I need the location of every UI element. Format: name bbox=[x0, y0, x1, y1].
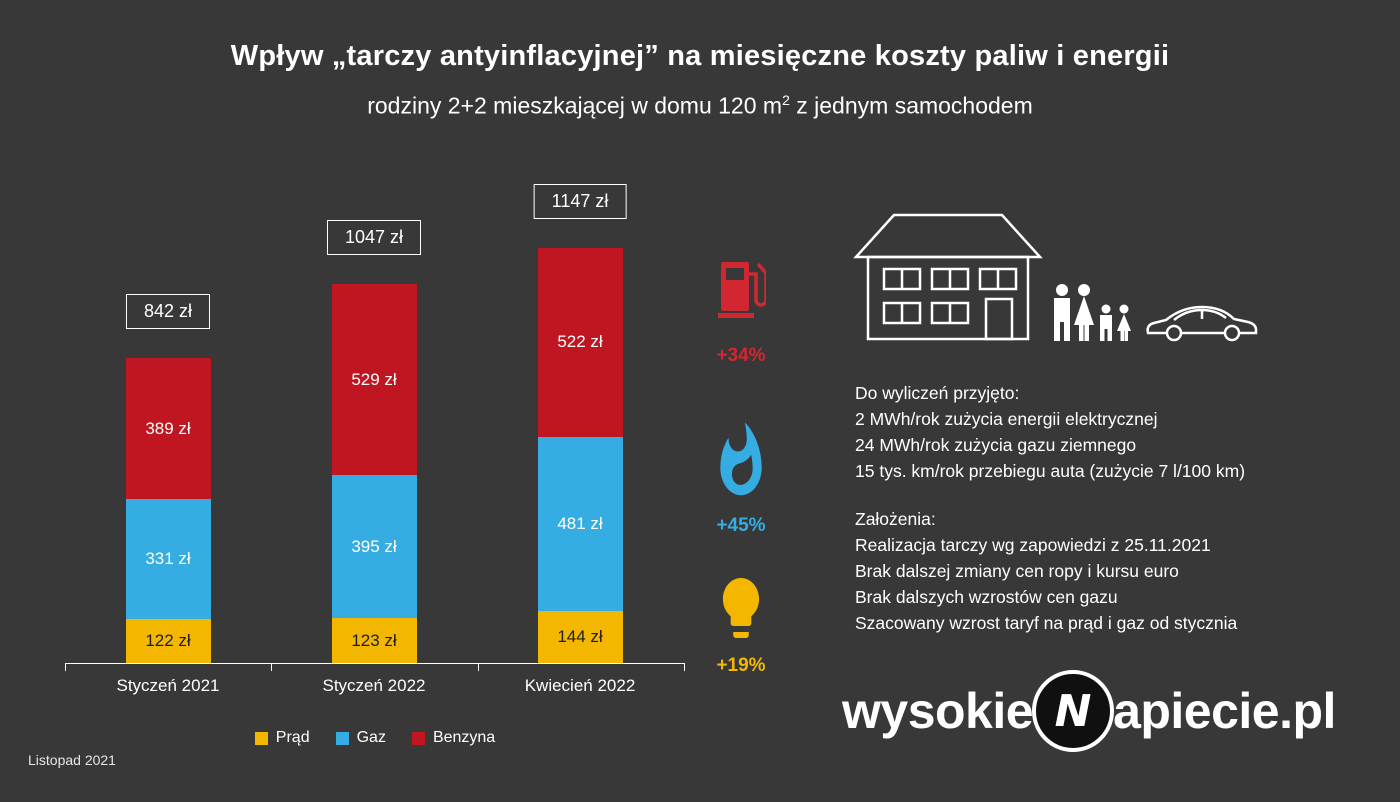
flame-icon bbox=[710, 420, 772, 507]
subtitle-superscript: 2 bbox=[782, 92, 790, 108]
x-axis-category: Kwiecień 2022 bbox=[524, 676, 636, 695]
segment-value-label: 395 zł bbox=[351, 536, 397, 556]
segment-value-label: 389 zł bbox=[145, 418, 191, 438]
assumption-line: Brak dalszej zmiany cen ropy i kursu eur… bbox=[855, 561, 1179, 581]
bar-total-label: 1047 zł bbox=[326, 219, 422, 255]
legend-item-gaz: Gaz bbox=[335, 729, 386, 747]
change-benzyna: +34% bbox=[716, 258, 768, 367]
subtitle-text: rodziny 2+2 mieszkającej w domu 120 m bbox=[367, 92, 783, 119]
assumption-line: 15 tys. km/rok przebiegu auta (zużycie 7… bbox=[855, 461, 1246, 481]
assumption-line: 2 MWh/rok zużycia energii elektrycznej bbox=[855, 409, 1158, 429]
bulb-icon bbox=[710, 572, 772, 649]
bar-total-label: 842 zł bbox=[125, 294, 211, 330]
axis-tick bbox=[65, 663, 66, 671]
subtitle-text-suffix: z jednym samochodem bbox=[789, 92, 1033, 119]
legend-item-benzyna: Benzyna bbox=[411, 729, 496, 747]
assumption-line: Brak dalszych wzrostów cen gazu bbox=[855, 587, 1118, 607]
axis-tick bbox=[478, 663, 479, 671]
legend-label: Prąd bbox=[275, 729, 310, 746]
spacer bbox=[855, 484, 1245, 506]
legend-item-prad: Prąd bbox=[254, 729, 310, 747]
logo-n-icon: N bbox=[1032, 670, 1115, 752]
legend-label: Gaz bbox=[356, 729, 386, 746]
legend-swatch bbox=[411, 731, 425, 745]
x-axis-category: Styczeń 2022 bbox=[322, 676, 426, 695]
bar-segment-benzyna: 389 zł bbox=[125, 358, 211, 499]
x-axis-category: Styczeń 2021 bbox=[116, 676, 220, 695]
segment-value-label: 122 zł bbox=[145, 630, 191, 650]
assumption-line: Założenia: bbox=[855, 509, 936, 529]
logo-text-left: wysokie bbox=[842, 683, 1034, 739]
change-gaz: +45% bbox=[710, 420, 772, 537]
percent-change-prad: +19% bbox=[716, 655, 766, 676]
bar-segment-gaz: 395 zł bbox=[331, 475, 417, 619]
segment-value-label: 522 zł bbox=[557, 332, 603, 352]
chart-legend: Prąd Gaz Benzyna bbox=[65, 729, 685, 747]
percent-change-benzyna: +34% bbox=[716, 345, 766, 366]
assumption-line: Do wyliczeń przyjęto: bbox=[855, 383, 1020, 403]
fuel-pump-icon bbox=[716, 258, 768, 323]
page-subtitle: rodziny 2+2 mieszkającej w domu 120 m2 z… bbox=[0, 92, 1400, 120]
assumption-line: Realizacja tarczy wg zapowiedzi z 25.11.… bbox=[855, 535, 1211, 555]
assumptions-text: Do wyliczeń przyjęto: 2 MWh/rok zużycia … bbox=[855, 380, 1245, 636]
axis-tick bbox=[684, 663, 685, 671]
segment-value-label: 144 zł bbox=[557, 626, 603, 646]
page-title: Wpływ „tarczy antyinflacyjnej” na miesię… bbox=[230, 40, 1170, 72]
x-axis bbox=[65, 663, 685, 664]
bar-total-label: 1147 zł bbox=[533, 183, 627, 219]
segment-value-label: 331 zł bbox=[145, 548, 191, 568]
house-icon bbox=[853, 213, 1043, 341]
percent-change-gaz: +45% bbox=[716, 515, 766, 536]
brand-logo: wysokie N apiecie.pl bbox=[842, 668, 1336, 754]
segment-value-label: 481 zł bbox=[557, 513, 603, 533]
assumption-line: 24 MWh/rok zużycia gazu ziemnego bbox=[855, 435, 1137, 455]
bar-segment-prad: 122 zł bbox=[125, 618, 211, 663]
bar-segment-benzyna: 529 zł bbox=[331, 283, 417, 476]
car-icon bbox=[1146, 305, 1258, 342]
segment-value-label: 123 zł bbox=[351, 630, 397, 650]
footer-date: Listopad 2021 bbox=[28, 752, 116, 768]
bar-segment-prad: 144 zł bbox=[537, 610, 623, 663]
bar-segment-benzyna: 522 zł bbox=[537, 247, 623, 437]
change-prad: +19% bbox=[710, 572, 772, 677]
segment-value-label: 529 zł bbox=[351, 369, 397, 389]
svg-text:N: N bbox=[1055, 686, 1092, 737]
household-illustration bbox=[852, 205, 1272, 347]
axis-tick bbox=[271, 663, 272, 671]
family-icon bbox=[1054, 284, 1131, 341]
logo-text-right: apiecie.pl bbox=[1113, 683, 1336, 739]
assumption-line: Szacowany wzrost taryf na prąd i gaz od … bbox=[855, 613, 1238, 633]
legend-swatch bbox=[335, 731, 349, 745]
legend-swatch bbox=[254, 731, 268, 745]
bar-segment-gaz: 481 zł bbox=[537, 436, 623, 611]
bar-segment-gaz: 331 zł bbox=[125, 499, 211, 619]
legend-label: Benzyna bbox=[432, 729, 496, 746]
bar-segment-prad: 123 zł bbox=[331, 618, 417, 663]
